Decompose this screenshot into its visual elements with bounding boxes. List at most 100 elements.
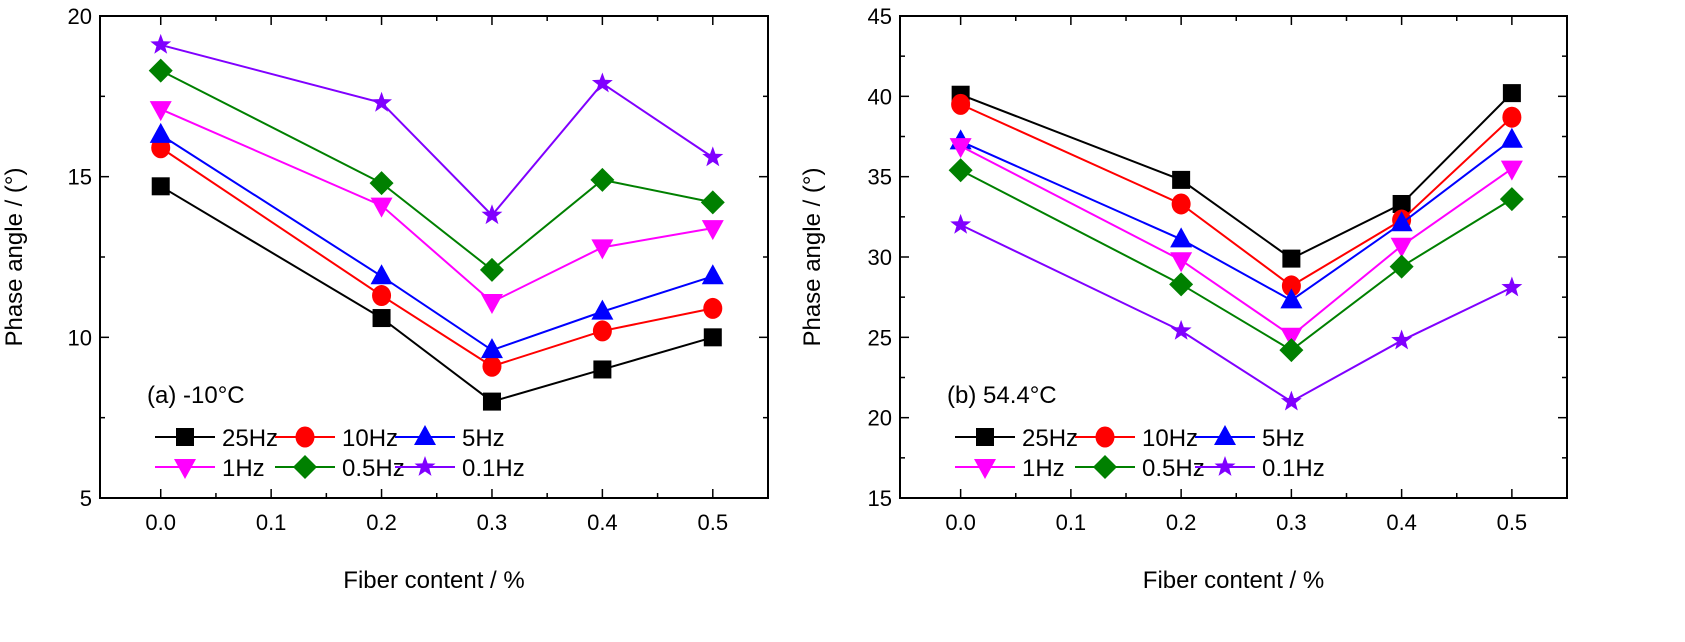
- data-point: [1280, 327, 1303, 348]
- plot-frame: [899, 15, 1568, 499]
- x-tick-label: 0.3: [1276, 510, 1307, 535]
- data-point: [480, 338, 503, 359]
- legend-marker: [293, 455, 317, 479]
- data-point: [1170, 227, 1193, 248]
- y-tick-label: 20: [868, 406, 892, 431]
- legend-marker: [414, 425, 436, 445]
- x-tick-label: 0.0: [145, 510, 176, 535]
- legend-label: 1Hz: [222, 455, 265, 482]
- series-0.5Hz: [948, 158, 1524, 363]
- legend-marker: [1095, 426, 1115, 448]
- data-point: [1391, 329, 1413, 350]
- x-tick-label: 0.5: [697, 510, 728, 535]
- x-tick-label: 0.1: [1056, 510, 1087, 535]
- data-point: [702, 146, 724, 167]
- legend-label: 10Hz: [1142, 425, 1198, 452]
- legend-label: 1Hz: [1022, 455, 1065, 482]
- data-point: [1172, 170, 1191, 189]
- legend-label: 0.1Hz: [462, 455, 525, 482]
- data-point: [703, 297, 723, 319]
- series-line: [160, 185, 714, 403]
- legend-marker: [974, 459, 996, 479]
- legend-marker: [414, 456, 436, 476]
- series-25Hz: [151, 177, 722, 411]
- legend-item: 1Hz: [155, 455, 265, 482]
- legend-item: 0.1Hz: [1195, 455, 1325, 482]
- panel-annotation: (a) -10°C: [147, 382, 245, 409]
- data-point: [369, 171, 394, 196]
- data-point: [370, 264, 393, 285]
- data-point: [1502, 84, 1521, 103]
- data-point: [1282, 249, 1301, 268]
- x-axis-label: Fiber content / %: [343, 567, 524, 594]
- series-line: [160, 146, 713, 368]
- legend-item: 25Hz: [955, 425, 1078, 452]
- data-point: [1171, 193, 1191, 215]
- legend-marker: [176, 428, 194, 446]
- legend-label: 0.5Hz: [1142, 455, 1205, 482]
- plot-frame: [99, 15, 769, 499]
- legend-label: 25Hz: [1022, 425, 1078, 452]
- x-tick-label: 0.4: [587, 510, 618, 535]
- y-tick-label: 25: [868, 325, 892, 350]
- x-tick-label: 0.5: [1497, 510, 1528, 535]
- data-point: [372, 285, 392, 307]
- legend-item: 0.1Hz: [395, 455, 525, 482]
- series-line: [960, 92, 1513, 260]
- legend-item: 0.5Hz: [275, 455, 405, 482]
- panel-annotation: (b) 54.4°C: [947, 382, 1057, 409]
- x-tick-label: 0.2: [366, 510, 397, 535]
- data-point: [1390, 211, 1413, 232]
- x-tick-label: 0.4: [1386, 510, 1417, 535]
- chart-panel-b: 0.0 0.1 0.2 0.3 0.4 0.5 15 20 25 30 35 40 45 Fiber co…: [799, 4, 1568, 594]
- data-point: [371, 91, 392, 112]
- data-point: [950, 213, 972, 234]
- data-point: [700, 190, 725, 215]
- y-tick-label: 35: [868, 165, 892, 190]
- data-point: [951, 93, 971, 115]
- legend-label: 10Hz: [342, 425, 398, 452]
- series-5Hz: [149, 122, 724, 359]
- data-point: [1392, 194, 1411, 213]
- data-point: [150, 33, 172, 54]
- series-0.1Hz: [950, 213, 1523, 411]
- series-10Hz: [151, 137, 723, 377]
- series-line: [960, 223, 1513, 403]
- data-point: [1170, 319, 1192, 340]
- legend-marker: [976, 428, 994, 446]
- legend-item: 5Hz: [1195, 425, 1305, 452]
- x-tick-label: 0.2: [1166, 510, 1197, 535]
- series-1Hz: [949, 138, 1523, 348]
- series-0.1Hz: [150, 33, 724, 225]
- y-tick-label: 20: [68, 4, 92, 29]
- data-point: [1280, 390, 1302, 411]
- y-tick-label: 40: [868, 84, 892, 109]
- data-point: [1500, 160, 1523, 181]
- y-tick-label: 15: [868, 486, 892, 511]
- y-axis-label: Phase angle / (°): [1, 167, 28, 346]
- data-point: [593, 360, 612, 379]
- legend-item: 5Hz: [395, 425, 505, 452]
- data-point: [1500, 127, 1523, 148]
- legend-item: 25Hz: [155, 425, 278, 452]
- x-tick-label: 0.0: [945, 510, 976, 535]
- data-point: [701, 220, 724, 241]
- x-axis-label: Fiber content / %: [1143, 567, 1324, 594]
- data-point: [1390, 237, 1413, 258]
- data-point: [591, 72, 613, 93]
- data-point: [591, 239, 614, 260]
- series-line: [960, 169, 1513, 352]
- data-point: [149, 122, 172, 143]
- data-point: [948, 158, 973, 183]
- y-tick-label: 30: [868, 245, 892, 270]
- legend-marker: [295, 426, 315, 448]
- legend-marker: [1214, 425, 1236, 445]
- data-point: [479, 257, 504, 282]
- data-point: [701, 264, 724, 285]
- y-tick-label: 45: [868, 4, 892, 29]
- legend-item: 10Hz: [1075, 425, 1198, 452]
- chart-panel-a: 0.0 0.1 0.2 0.3 0.4 0.5 5 10 15 20 Fiber content /…: [1, 4, 769, 594]
- data-point: [1170, 252, 1193, 273]
- data-point: [703, 328, 722, 347]
